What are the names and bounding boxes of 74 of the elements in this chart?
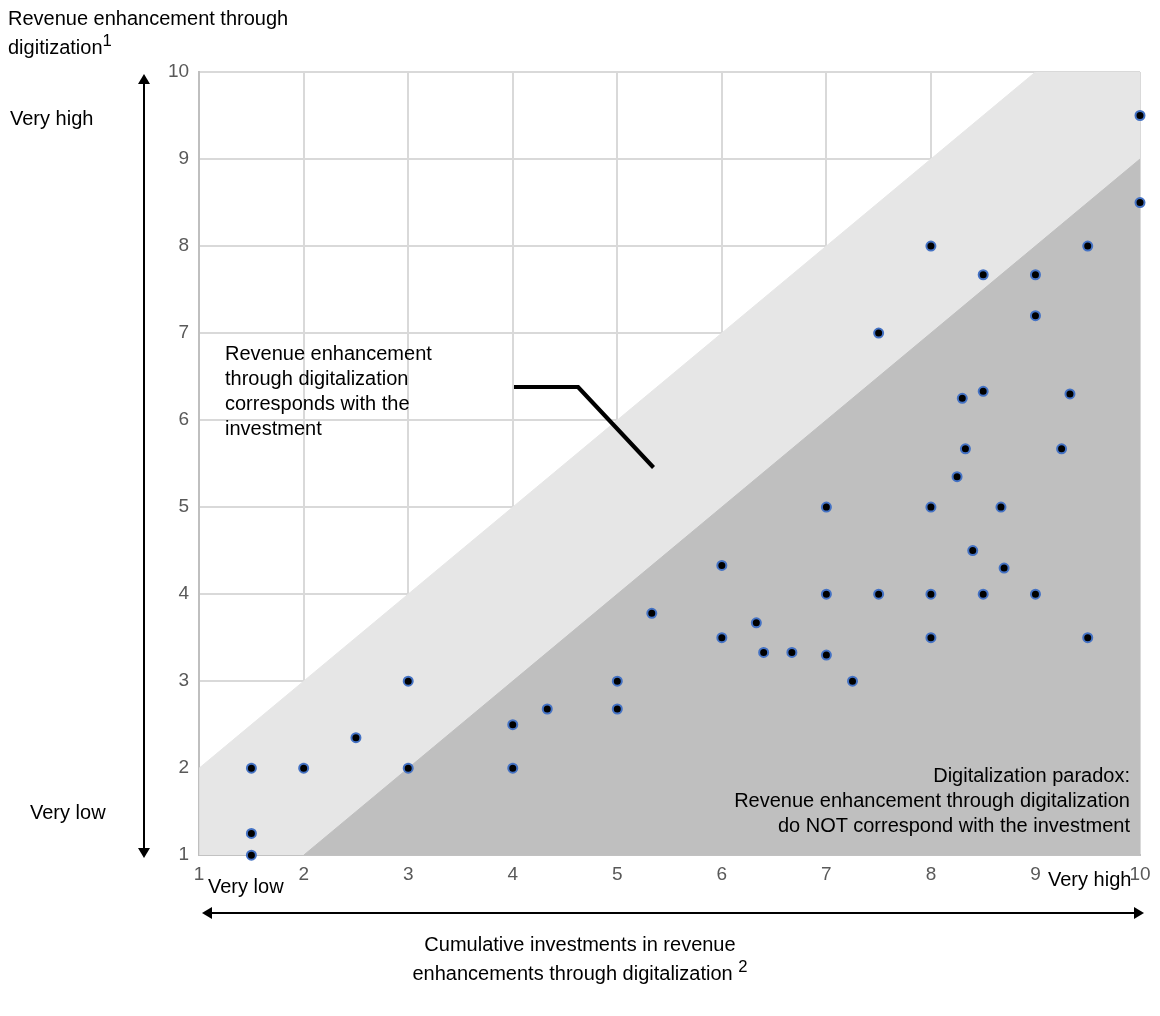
point	[820, 588, 832, 600]
point	[925, 240, 937, 252]
point	[758, 646, 770, 658]
point	[507, 762, 519, 774]
point	[541, 703, 553, 715]
point	[977, 269, 989, 281]
point	[873, 588, 885, 600]
point	[977, 385, 989, 397]
x-tick-label: 2	[298, 862, 309, 884]
annotation: Digitalization paradox: Revenue enhancement through digitalization do NOT correspond with the investment	[734, 763, 1130, 838]
point	[925, 588, 937, 600]
point	[967, 545, 979, 557]
y-tick-label: 10	[167, 60, 190, 82]
y-tick-label: 7	[178, 321, 190, 343]
point	[1029, 588, 1041, 600]
point	[786, 646, 798, 658]
point	[956, 392, 968, 404]
point	[716, 559, 728, 571]
point	[245, 762, 257, 774]
y-tick-label: 9	[178, 147, 190, 169]
point	[998, 562, 1010, 574]
x-tick-label: 9	[1030, 862, 1041, 884]
point	[925, 501, 937, 513]
point	[350, 732, 362, 744]
text: Very high	[1048, 868, 1132, 892]
point	[1082, 240, 1094, 252]
point	[995, 501, 1007, 513]
point	[298, 762, 310, 774]
point	[951, 471, 963, 483]
point	[1029, 269, 1041, 281]
point	[611, 703, 623, 715]
point	[245, 827, 257, 839]
x-tick-label: 1	[193, 862, 205, 884]
x-axis-title: Cumulative investments in revenue enhancements through digitalization $^{2}$	[411, 932, 749, 986]
point	[959, 443, 971, 455]
point	[507, 719, 519, 731]
point	[646, 607, 658, 619]
point	[750, 617, 762, 629]
x-tick-label: 3	[402, 862, 414, 884]
x-tick-label: 10	[1129, 862, 1151, 884]
x-tick-label: 5	[612, 862, 623, 884]
point	[820, 501, 832, 513]
point	[1134, 110, 1146, 122]
point	[1056, 443, 1068, 455]
point	[1064, 388, 1076, 400]
x-tick-label: 7	[821, 862, 832, 884]
text: Very high	[10, 106, 94, 131]
point	[820, 649, 832, 661]
y-tick-label: 6	[178, 408, 190, 430]
y-tick-label: 2	[178, 756, 190, 778]
y-tick-label: 4	[178, 582, 190, 604]
point	[873, 327, 885, 339]
x-tick-label: 8	[925, 862, 937, 884]
y-tick-label: 1	[178, 843, 190, 865]
point	[1082, 632, 1094, 644]
x-tick-label: 6	[716, 862, 728, 884]
annotation: Revenue enhancement through digitalization corresponds with the investment	[225, 341, 432, 441]
point	[977, 588, 989, 600]
point	[847, 675, 859, 687]
point	[1134, 197, 1146, 209]
point	[1029, 310, 1041, 322]
point	[402, 762, 414, 774]
text: Very low	[208, 874, 284, 899]
x-tick-label: 4	[507, 862, 519, 884]
point	[716, 632, 728, 644]
text: Very low	[30, 800, 106, 825]
point	[925, 632, 937, 644]
y-tick-label: 5	[178, 495, 190, 517]
point	[245, 849, 257, 861]
point	[611, 675, 623, 687]
y-tick-label: 3	[178, 669, 190, 691]
y-tick-label: 8	[178, 234, 190, 256]
y-axis-title: Revenue enhancement through digitization$^{1}$	[8, 6, 290, 60]
point	[402, 675, 414, 687]
